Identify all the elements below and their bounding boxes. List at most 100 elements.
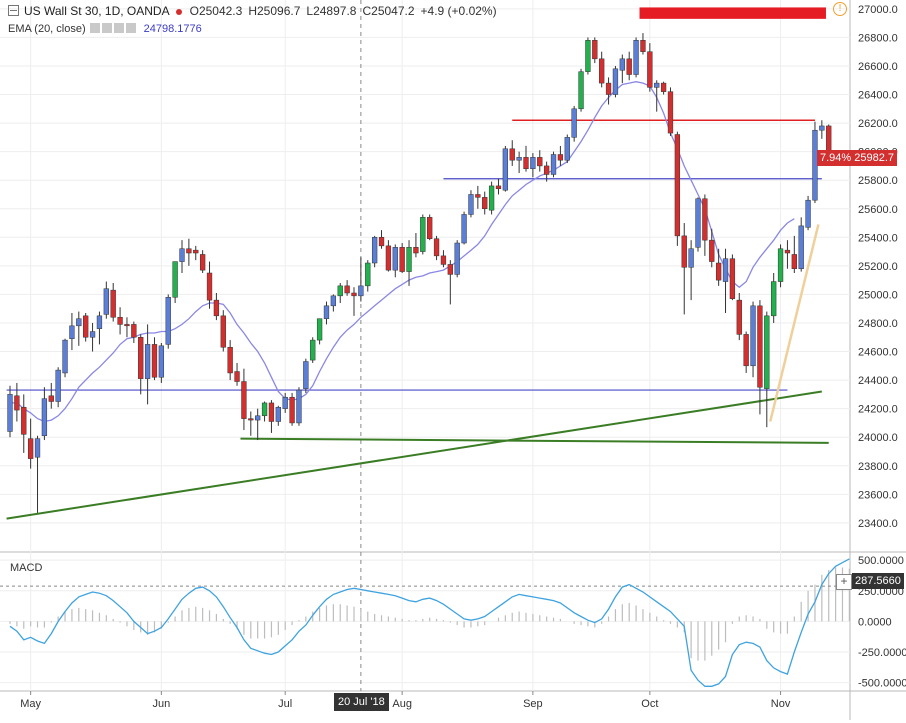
candle	[681, 223, 687, 315]
candle	[771, 273, 777, 323]
candle	[337, 282, 343, 303]
ema-value: 24798.1776	[143, 23, 202, 35]
candle	[750, 301, 756, 378]
candle-body	[771, 281, 777, 317]
candle-body	[124, 324, 130, 327]
candle-body	[537, 157, 543, 167]
price-change-pct: 7.94%	[820, 152, 852, 164]
candle-body	[805, 199, 811, 228]
candle-body	[151, 344, 158, 378]
candle-body	[702, 198, 708, 241]
candle-body	[227, 346, 233, 374]
candle-body	[461, 214, 467, 244]
candle	[227, 340, 233, 381]
candle	[509, 140, 515, 166]
eye-icon[interactable]	[89, 23, 100, 34]
candle	[103, 281, 109, 319]
price-tick-label: 24200.0	[858, 404, 898, 416]
candle	[261, 401, 268, 422]
candle-body	[399, 247, 405, 272]
candle	[179, 240, 185, 274]
candle	[433, 235, 440, 261]
candle-body	[729, 258, 736, 299]
candle	[633, 37, 639, 78]
candle	[193, 245, 199, 261]
candle	[158, 342, 165, 383]
candle-body	[48, 395, 54, 402]
candle-body	[654, 82, 660, 88]
collapse-icon[interactable]	[8, 5, 19, 17]
candle-body	[158, 345, 165, 378]
candle	[282, 392, 288, 413]
candle-body	[206, 272, 213, 301]
candle	[557, 145, 564, 166]
candle	[268, 400, 275, 433]
high-value: 25096.7	[257, 4, 301, 18]
candle-body	[626, 58, 632, 75]
candle	[206, 261, 213, 309]
warning-icon[interactable]: !	[833, 2, 847, 16]
candle	[358, 257, 364, 302]
candle-body	[144, 344, 151, 379]
candle-body	[344, 285, 350, 294]
candle	[413, 233, 419, 258]
candle-body	[495, 185, 502, 190]
candle-body	[351, 292, 357, 297]
candle	[241, 368, 247, 431]
candle-body	[21, 406, 27, 435]
candle-body	[275, 406, 281, 422]
close-icon[interactable]	[113, 23, 124, 34]
candle	[365, 260, 371, 292]
candle-body	[220, 315, 226, 348]
last-price-tag: 7.94% 25982.7	[817, 150, 898, 166]
candle-body	[674, 134, 681, 237]
candle	[62, 338, 68, 378]
change-value: +4.9 (+0.02%)	[420, 4, 497, 18]
crosshair-add-icon[interactable]: +	[836, 574, 852, 590]
candle-body	[358, 285, 364, 297]
candle-body	[371, 237, 378, 264]
candle	[516, 151, 522, 174]
candle-body	[41, 398, 48, 437]
candle	[34, 435, 41, 513]
low-value: 24897.8	[313, 4, 357, 18]
candle	[819, 120, 825, 139]
open-value: 25042.3	[198, 4, 243, 18]
candle-body	[83, 315, 89, 338]
candle	[647, 43, 653, 92]
macd-tick-label: -500.0000	[858, 678, 906, 690]
candle-body	[337, 285, 343, 297]
candle-body	[27, 438, 34, 459]
candle-body	[69, 325, 75, 339]
candle	[344, 280, 350, 296]
settings-icon[interactable]	[101, 23, 112, 34]
candle-body	[750, 305, 756, 367]
candle	[468, 190, 474, 218]
candle-body	[592, 40, 598, 60]
candle-body	[681, 235, 687, 268]
macd-value-tag: 287.5660	[852, 573, 904, 589]
candle-body	[110, 289, 116, 318]
price-tick-label: 26800.0	[858, 32, 898, 44]
candle	[798, 217, 804, 272]
candle-body	[172, 261, 178, 298]
candle	[385, 240, 392, 272]
candle-body	[715, 262, 722, 281]
candle-body	[420, 217, 426, 252]
price-tick-label: 23600.0	[858, 489, 898, 501]
candle	[722, 248, 729, 313]
candle	[323, 301, 330, 325]
candle	[131, 321, 137, 343]
price-tick-label: 26200.0	[858, 118, 898, 130]
candle	[117, 307, 123, 335]
candle-body	[316, 318, 323, 341]
price-tick-label: 23800.0	[858, 461, 898, 473]
candle	[578, 68, 584, 112]
price-axis: 23400.0 23600.0 23800.0 24000.0 24200.0 24400…	[858, 4, 898, 530]
candle	[303, 358, 309, 393]
candle-body	[165, 297, 171, 345]
more-icon[interactable]	[125, 23, 136, 34]
